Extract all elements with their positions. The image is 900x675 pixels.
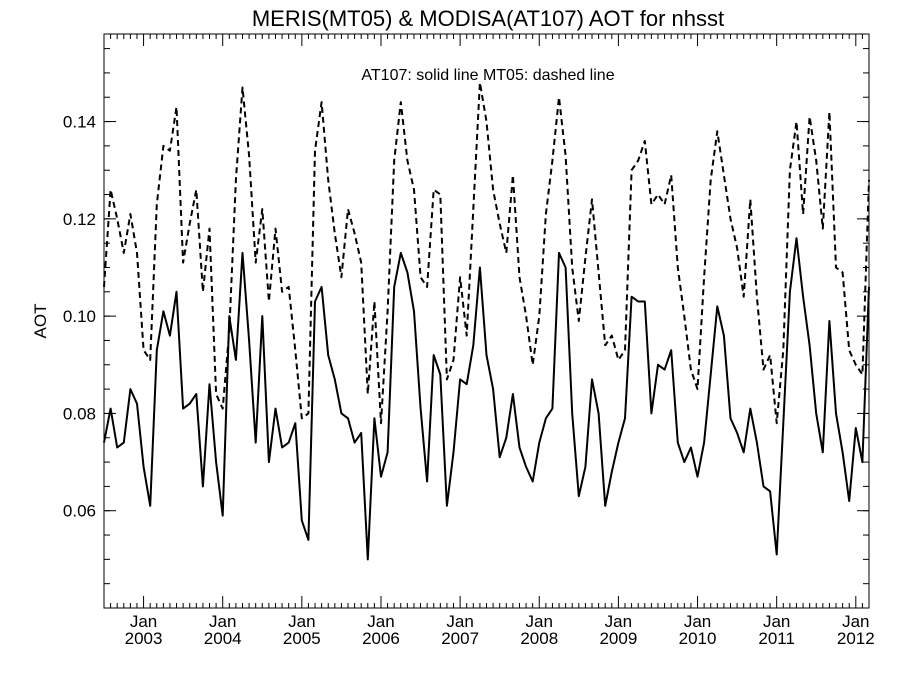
series-line-at107: [103, 237, 870, 561]
x-tick-year-label: 2007: [441, 629, 479, 648]
x-tick-year-label: 2008: [520, 629, 558, 648]
x-tick-month-label: Jan: [209, 612, 236, 631]
x-tick-month-label: Jan: [526, 612, 553, 631]
chart-annotation: AT107: solid line MT05: dashed line: [361, 67, 614, 84]
x-tick-year-label: 2010: [679, 629, 717, 648]
x-axis: Jan2003Jan2004Jan2005Jan2006Jan2007Jan20…: [103, 34, 875, 648]
y-tick-label: 0.12: [63, 210, 96, 229]
x-tick-year-label: 2003: [125, 629, 163, 648]
x-tick-year-label: 2005: [283, 629, 321, 648]
series-line-mt05: [103, 81, 870, 425]
x-tick-month-label: Jan: [684, 612, 711, 631]
x-tick-month-label: Jan: [763, 612, 790, 631]
x-tick-year-label: 2004: [204, 629, 242, 648]
x-tick-year-label: 2006: [362, 629, 400, 648]
x-tick-month-label: Jan: [605, 612, 632, 631]
x-tick-year-label: 2009: [599, 629, 637, 648]
x-tick-month-label: Jan: [446, 612, 473, 631]
series-layer: [103, 81, 870, 561]
chart-title: MERIS(MT05) & MODISA(AT107) AOT for nhss…: [252, 6, 724, 31]
y-axis-label: AOT: [31, 304, 50, 339]
x-tick-month-label: Jan: [288, 612, 315, 631]
x-tick-month-label: Jan: [842, 612, 869, 631]
y-tick-label: 0.14: [63, 113, 96, 132]
x-tick-year-label: 2011: [758, 629, 795, 648]
y-tick-label: 0.06: [63, 502, 96, 521]
x-tick-year-label: 2012: [837, 629, 875, 648]
x-tick-month-label: Jan: [367, 612, 394, 631]
y-tick-label: 0.10: [63, 307, 96, 326]
x-tick-month-label: Jan: [130, 612, 157, 631]
y-tick-label: 0.08: [63, 404, 96, 423]
y-axis: 0.06 0.08 0.10 0.12 0.14: [63, 48, 869, 585]
